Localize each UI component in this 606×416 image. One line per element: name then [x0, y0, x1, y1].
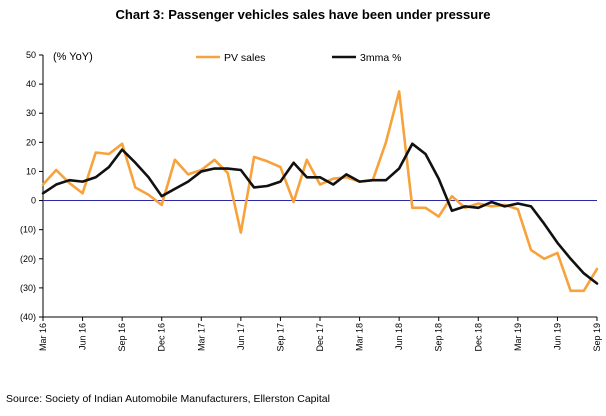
x-tick-label: Jun 17	[236, 323, 246, 350]
x-tick-label: Mar 17	[196, 323, 206, 351]
y-tick-label: (10)	[20, 225, 36, 235]
source-note: Source: Society of Indian Automobile Man…	[6, 393, 330, 405]
y-tick-label: 10	[26, 166, 36, 176]
x-tick-label: Dec 17	[315, 323, 325, 352]
x-tick-label: Sep 16	[117, 323, 127, 352]
x-tick-label: Dec 16	[157, 323, 167, 352]
x-tick-label: Dec 18	[473, 323, 483, 352]
series-pv-sales-line	[41, 90, 599, 293]
legend-label: PV sales	[224, 52, 265, 64]
y-tick-label: 0	[31, 196, 36, 206]
x-tick-label: Sep 18	[434, 323, 444, 352]
y-tick-label: (30)	[20, 283, 36, 293]
x-tick-label: Sep 19	[592, 323, 602, 352]
y-tick-label: 30	[26, 108, 36, 118]
chart-axes: 50 40 30 20 10 0 (10) (20) (30) (40)Mar 16 Jun 16 S…	[20, 50, 602, 352]
series-layer	[41, 90, 599, 293]
chart-legend: PV sales 3mma %	[196, 52, 401, 64]
y-tick-label: (20)	[20, 254, 36, 264]
x-tick-label: Jun 19	[552, 323, 562, 350]
x-tick-label: Mar 19	[513, 323, 523, 351]
x-tick-label: Mar 18	[355, 323, 365, 351]
series-3mma-line	[41, 142, 599, 285]
y-tick-label: (40)	[20, 312, 36, 322]
y-axis-unit-label: (% YoY)	[53, 51, 93, 63]
x-tick-label: Sep 17	[275, 323, 285, 352]
y-tick-label: 50	[26, 50, 36, 60]
x-tick-label: Mar 16	[38, 323, 48, 351]
y-tick-label: 20	[26, 137, 36, 147]
legend-label: 3mma %	[360, 52, 401, 64]
x-tick-label: Jun 16	[78, 323, 88, 350]
x-tick-label: Jun 18	[394, 323, 404, 350]
chart-title: Chart 3: Passenger vehicles sales have b…	[115, 7, 491, 22]
y-tick-label: 40	[26, 79, 36, 89]
